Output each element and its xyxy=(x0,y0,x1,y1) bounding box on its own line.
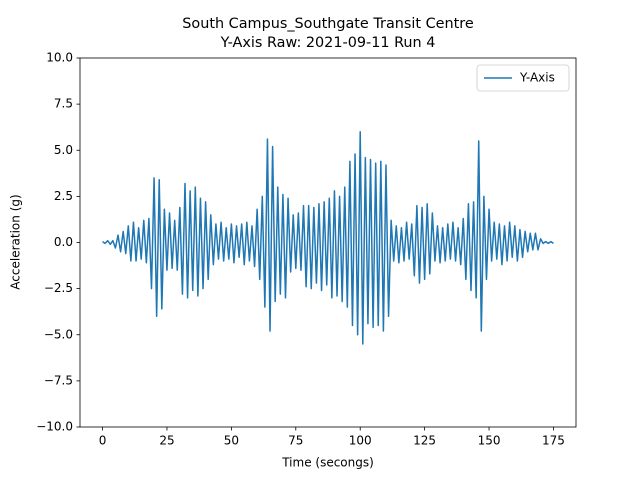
x-tick-label: 125 xyxy=(413,434,436,448)
y-axis-label: Acceleration (g) xyxy=(9,194,23,289)
data-line xyxy=(102,131,554,345)
legend-box xyxy=(476,64,570,92)
x-tick-label: 0 xyxy=(99,434,107,448)
y-tick-label: 0.0 xyxy=(54,235,73,249)
chart-title: South Campus_Southgate Transit Centre xyxy=(182,16,474,32)
x-tick-label: 50 xyxy=(224,434,239,448)
legend-label: Y-Axis xyxy=(519,71,555,85)
y-tick-label: 7.5 xyxy=(54,97,73,111)
y-tick-label: 10.0 xyxy=(46,51,73,65)
x-tick-label: 25 xyxy=(159,434,174,448)
plot-frame xyxy=(79,57,577,428)
x-axis-label: Time (secongs) xyxy=(281,456,374,470)
x-tick-label: 150 xyxy=(478,434,501,448)
y-tick-label: 5.0 xyxy=(54,143,73,157)
x-tick-label: 100 xyxy=(349,434,372,448)
y-tick-label: −5.0 xyxy=(44,327,73,341)
y-tick-label: −2.5 xyxy=(44,281,73,295)
x-tick-label: 175 xyxy=(542,434,565,448)
y-tick-label: 2.5 xyxy=(54,189,73,203)
y-tick-label: −7.5 xyxy=(44,373,73,387)
y-tick-label: −10.0 xyxy=(36,420,73,434)
chart-subtitle: Y-Axis Raw: 2021-09-11 Run 4 xyxy=(220,35,436,51)
x-tick-label: 75 xyxy=(288,434,303,448)
